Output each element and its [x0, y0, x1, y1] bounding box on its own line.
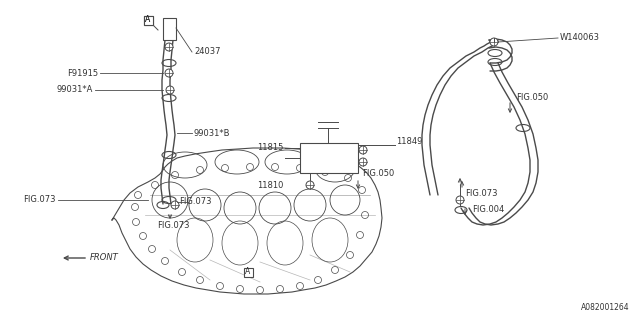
Text: FIG.050: FIG.050 — [516, 93, 548, 102]
Circle shape — [359, 158, 367, 166]
Text: 11815: 11815 — [257, 143, 283, 153]
Polygon shape — [112, 148, 382, 294]
Bar — [163, 18, 176, 40]
Text: 99031*A: 99031*A — [56, 85, 93, 94]
Text: A082001264: A082001264 — [581, 303, 630, 312]
Text: A: A — [145, 15, 150, 25]
Text: FIG.073: FIG.073 — [24, 196, 56, 204]
Circle shape — [165, 69, 173, 77]
Circle shape — [171, 201, 179, 209]
Text: 11849: 11849 — [396, 138, 422, 147]
Bar — [243, 268, 253, 276]
Text: FIG.050: FIG.050 — [362, 169, 394, 178]
Circle shape — [306, 181, 314, 189]
Circle shape — [490, 38, 498, 46]
Text: 99031*B: 99031*B — [194, 129, 230, 138]
Text: FRONT: FRONT — [90, 253, 119, 262]
Bar — [143, 15, 152, 25]
Text: 24037: 24037 — [194, 47, 221, 57]
Text: FIG.073: FIG.073 — [179, 197, 211, 206]
Text: F91915: F91915 — [67, 68, 98, 77]
Text: FIG.073: FIG.073 — [157, 221, 189, 230]
Text: A: A — [245, 268, 251, 276]
Circle shape — [456, 196, 464, 204]
Text: W140063: W140063 — [560, 34, 600, 43]
Circle shape — [166, 86, 174, 94]
Bar — [300, 143, 358, 173]
Circle shape — [165, 43, 173, 51]
Bar — [143, 15, 152, 25]
Text: F91418: F91418 — [302, 156, 333, 164]
Text: 11810: 11810 — [257, 180, 283, 189]
Text: FIG.004: FIG.004 — [472, 205, 504, 214]
Circle shape — [359, 146, 367, 154]
Text: A: A — [145, 15, 150, 25]
Text: 0923S*B: 0923S*B — [302, 146, 339, 155]
Text: FIG.073: FIG.073 — [465, 188, 497, 197]
